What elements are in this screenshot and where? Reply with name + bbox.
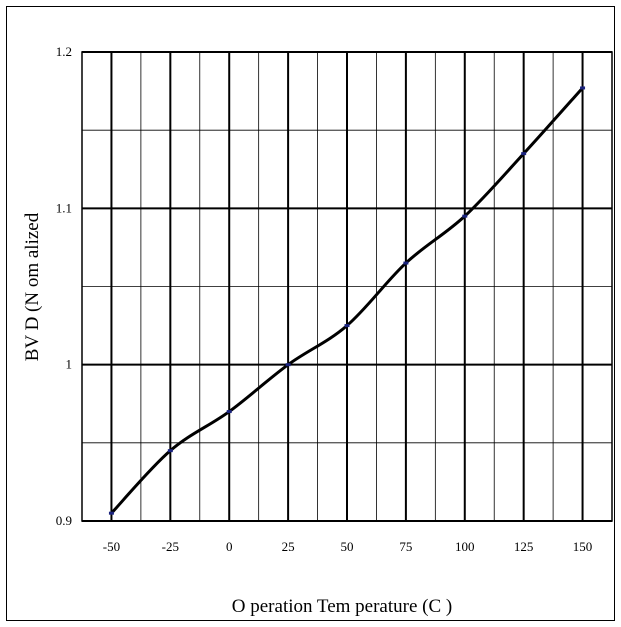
x-tick-label: 0 (226, 539, 233, 554)
y-tick-label: 0.9 (56, 513, 72, 528)
data-point (285, 363, 291, 367)
data-point (462, 214, 468, 218)
grid (81, 51, 613, 522)
data-point (226, 410, 232, 414)
data-markers (108, 86, 586, 515)
data-point (580, 86, 586, 90)
x-tick-label: 150 (573, 539, 593, 554)
x-tick-label: 75 (399, 539, 412, 554)
x-tick-label: 25 (282, 539, 295, 554)
data-point (167, 449, 173, 453)
data-point (403, 261, 409, 265)
y-tick-label: 1.2 (56, 44, 72, 59)
x-tick-label: -25 (162, 539, 179, 554)
y-tick-labels: 0.9 1 1.1 1.2 (56, 44, 72, 528)
x-tick-label: 50 (341, 539, 354, 554)
y-tick-label: 1 (66, 357, 73, 372)
x-tick-label: 125 (514, 539, 534, 554)
x-tick-label: 100 (455, 539, 475, 554)
x-tick-labels: -50 -25 0 25 50 75 100 125 150 (103, 539, 593, 554)
y-tick-label: 1.1 (56, 200, 72, 215)
data-point (108, 511, 114, 515)
data-point (344, 324, 350, 328)
chart-frame (6, 6, 615, 621)
x-axis-title: O peration Tem perature (C ) (232, 596, 452, 617)
data-point (521, 152, 527, 156)
x-tick-label: -50 (103, 539, 120, 554)
y-axis-title: BV D (N om alized (22, 212, 43, 361)
